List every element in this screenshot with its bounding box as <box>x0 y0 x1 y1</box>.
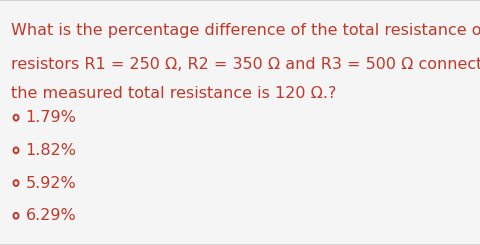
Text: the measured total resistance is 120 Ω.?: the measured total resistance is 120 Ω.? <box>11 86 336 101</box>
Text: resistors R1 = 250 Ω, R2 = 350 Ω and R3 = 500 Ω connected in parallel when: resistors R1 = 250 Ω, R2 = 350 Ω and R3 … <box>11 57 480 72</box>
Text: What is the percentage difference of the total resistance of the three: What is the percentage difference of the… <box>11 23 480 38</box>
Text: 1.82%: 1.82% <box>25 143 76 158</box>
Text: 1.79%: 1.79% <box>25 110 76 125</box>
Text: 6.29%: 6.29% <box>25 208 76 223</box>
Text: 5.92%: 5.92% <box>25 176 76 191</box>
